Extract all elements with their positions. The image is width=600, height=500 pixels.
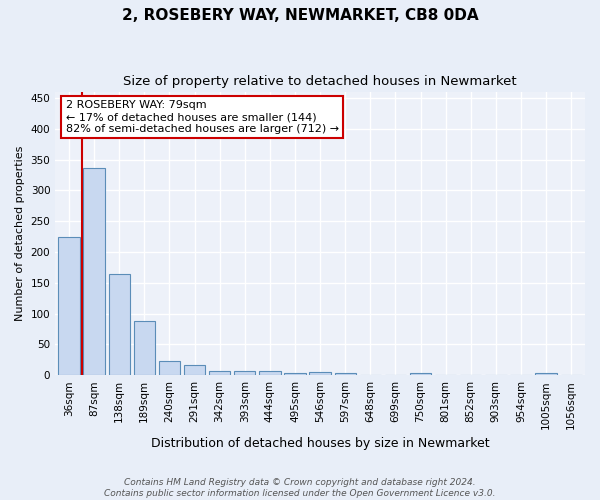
Text: 2, ROSEBERY WAY, NEWMARKET, CB8 0DA: 2, ROSEBERY WAY, NEWMARKET, CB8 0DA: [122, 8, 478, 22]
Bar: [184, 366, 205, 375]
Bar: [284, 372, 305, 375]
Bar: [209, 372, 230, 375]
Text: 2 ROSEBERY WAY: 79sqm
← 17% of detached houses are smaller (144)
82% of semi-det: 2 ROSEBERY WAY: 79sqm ← 17% of detached …: [66, 100, 339, 134]
Bar: [234, 371, 256, 375]
Bar: [535, 372, 557, 375]
Y-axis label: Number of detached properties: Number of detached properties: [15, 146, 25, 322]
Bar: [310, 372, 331, 375]
Bar: [58, 236, 80, 375]
Bar: [159, 361, 180, 375]
Bar: [335, 372, 356, 375]
Bar: [134, 321, 155, 375]
Bar: [410, 372, 431, 375]
Bar: [259, 371, 281, 375]
Bar: [83, 168, 105, 375]
X-axis label: Distribution of detached houses by size in Newmarket: Distribution of detached houses by size …: [151, 437, 490, 450]
Bar: [109, 274, 130, 375]
Text: Contains HM Land Registry data © Crown copyright and database right 2024.
Contai: Contains HM Land Registry data © Crown c…: [104, 478, 496, 498]
Title: Size of property relative to detached houses in Newmarket: Size of property relative to detached ho…: [123, 75, 517, 88]
